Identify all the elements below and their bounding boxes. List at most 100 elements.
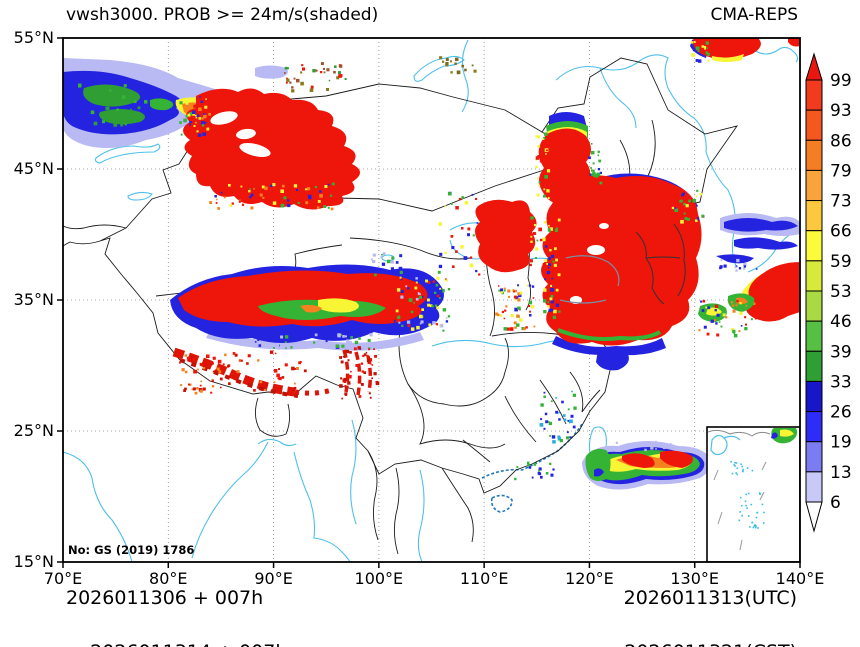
speckle <box>736 304 738 306</box>
speckle <box>616 442 618 444</box>
speckle <box>655 441 657 443</box>
speckle <box>530 236 532 238</box>
colorbar-label: 99 <box>830 71 852 91</box>
colorbar-label: 86 <box>830 131 852 151</box>
speckle <box>540 423 544 427</box>
speckle <box>203 388 206 391</box>
speckle <box>372 261 374 263</box>
speckle <box>558 273 561 276</box>
speckle <box>239 201 241 203</box>
speckle <box>553 239 555 241</box>
speckle <box>430 295 432 297</box>
y-tick-label: 25°N <box>14 421 54 440</box>
speckle <box>293 389 295 391</box>
footer-valid-utc: 2026011313(UTC) <box>624 587 797 609</box>
speckle <box>387 260 391 264</box>
speckle <box>300 361 302 363</box>
speckle <box>553 316 556 319</box>
speckle <box>395 315 397 317</box>
speckle <box>394 320 396 322</box>
speckle <box>260 381 263 384</box>
speckle <box>413 294 415 296</box>
inset-speckle <box>745 494 747 496</box>
speckle <box>446 279 448 281</box>
speckle <box>741 325 743 327</box>
speckle <box>691 41 694 44</box>
speckle <box>546 189 549 192</box>
speckle <box>558 412 560 414</box>
speckle <box>550 297 553 300</box>
speckle <box>537 178 539 180</box>
speckle <box>341 398 343 400</box>
speckle <box>448 192 451 195</box>
speckle <box>544 428 546 430</box>
speckle <box>274 369 278 373</box>
speckle <box>291 333 293 335</box>
speckle <box>193 105 196 108</box>
speckle <box>224 354 227 357</box>
speckle <box>294 383 296 385</box>
speckle <box>304 369 307 372</box>
speckle <box>355 353 357 355</box>
speckle <box>438 271 441 274</box>
speckle <box>315 206 317 208</box>
speckle <box>675 207 677 209</box>
speckle <box>349 351 352 354</box>
speckle <box>213 371 215 373</box>
speckle <box>287 199 289 201</box>
speckle <box>407 324 410 327</box>
speckle <box>359 395 362 398</box>
speckle <box>124 84 127 87</box>
speckle <box>296 189 298 191</box>
speckle <box>527 285 529 287</box>
speckle <box>553 310 557 314</box>
speckle <box>706 51 709 54</box>
speckle <box>474 70 477 73</box>
speckle <box>600 182 603 185</box>
speckle <box>552 440 556 444</box>
speckle <box>371 259 373 261</box>
speckle <box>439 325 441 327</box>
inset-speckle <box>757 512 759 514</box>
speckle <box>707 333 710 336</box>
speckle <box>399 254 402 257</box>
speckle <box>446 317 448 319</box>
speckle <box>136 97 138 99</box>
speckle <box>500 288 503 291</box>
speckle <box>337 333 341 337</box>
colorbar-segment <box>806 140 822 170</box>
footer-valid-cst: 2026011321(CST) <box>624 641 797 647</box>
speckle <box>448 288 450 290</box>
inset-speckle <box>739 520 741 522</box>
speckle <box>206 128 209 131</box>
speckle <box>593 170 595 172</box>
inset-speckle <box>734 462 736 464</box>
speckle <box>206 355 210 359</box>
speckle <box>237 370 240 373</box>
speckle <box>204 106 207 109</box>
speckle <box>655 448 657 450</box>
speckle <box>591 151 595 155</box>
speckle <box>311 86 313 88</box>
speckle <box>455 58 459 62</box>
speckle <box>515 290 517 292</box>
speckle <box>413 302 415 304</box>
speckle <box>568 408 570 410</box>
speckle <box>446 320 448 322</box>
inset-speckle <box>735 472 737 474</box>
speckle <box>513 289 515 291</box>
footer-valid-times: 2026011313(UTC) 2026011321(CST) <box>600 585 797 647</box>
speckle <box>144 100 148 104</box>
speckle <box>345 78 347 80</box>
speckle <box>744 327 747 330</box>
speckle <box>192 111 196 115</box>
speckle <box>291 89 294 92</box>
speckle <box>538 470 540 472</box>
speckle <box>195 122 197 124</box>
speckle <box>286 82 288 84</box>
speckle <box>537 145 540 148</box>
speckle <box>294 78 296 80</box>
speckle <box>702 45 705 48</box>
speckle <box>280 189 284 193</box>
speckle <box>200 390 203 393</box>
